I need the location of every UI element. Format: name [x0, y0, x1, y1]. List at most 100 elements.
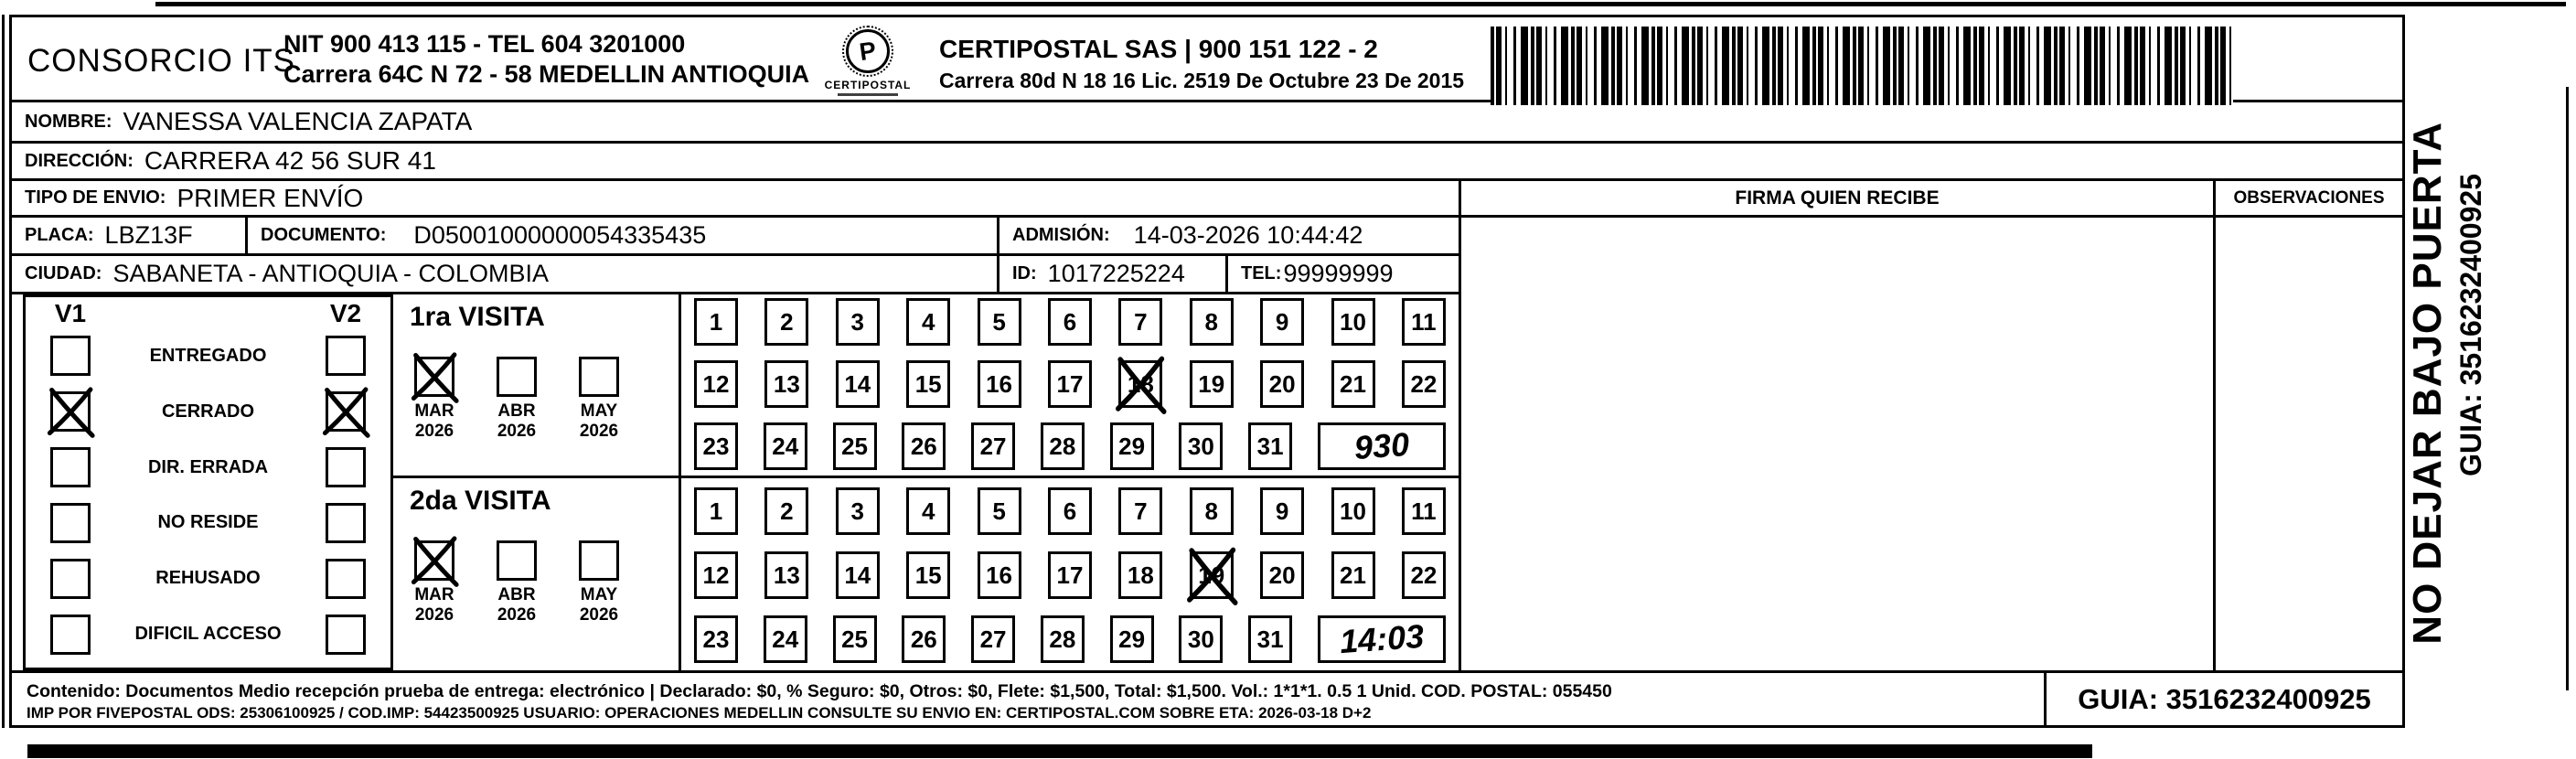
checkbox-v1-cerrado[interactable]	[47, 387, 95, 439]
visit-1-day-cell-16[interactable]: 16	[977, 360, 1021, 408]
checkbox-v2-no-reside[interactable]	[326, 502, 366, 543]
visit-2-day-cell-20[interactable]: 20	[1260, 551, 1305, 599]
day-number: 26	[910, 625, 937, 653]
visit-2-day-cell-29[interactable]: 29	[1109, 615, 1154, 663]
visit-2-day-cell-30[interactable]: 30	[1179, 615, 1224, 663]
visit-1-day-cell-13[interactable]: 13	[764, 360, 809, 408]
checkbox-v1-rehusado[interactable]	[50, 558, 91, 599]
visit-2-day-cell-2[interactable]: 2	[764, 487, 809, 535]
day-row: 23 24 25 26 27 28 29 30 31 14:03	[681, 615, 1459, 663]
visit-1-day-cell-17[interactable]: 17	[1047, 360, 1092, 408]
visit-1-day-cell-27[interactable]: 27	[971, 422, 1016, 470]
row-tipo-envio: TIPO DE ENVIO: PRIMER ENVÍO	[12, 181, 1459, 218]
day-number: 17	[1056, 561, 1084, 589]
visit-1-day-cell-15[interactable]: 15	[906, 360, 951, 408]
visit-2-day-cell-26[interactable]: 26	[902, 615, 946, 663]
stamp-tagline	[838, 93, 898, 96]
visit-2-day-cell-14[interactable]: 14	[835, 551, 880, 599]
visit-2-day-cell-21[interactable]: 21	[1331, 551, 1375, 599]
visit-2-day-cell-9[interactable]: 9	[1260, 487, 1305, 535]
visit-1-day-cell-11[interactable]: 11	[1401, 298, 1446, 346]
visit-1-day-cell-29[interactable]: 29	[1109, 422, 1154, 470]
scan-right-edge-line	[2566, 87, 2569, 690]
id-value: 1017225224	[1047, 260, 1185, 287]
day-row: 1 2 3 4 5 6 7 8 9 10 11	[681, 487, 1459, 535]
visit-2-day-cell-7[interactable]: 7	[1118, 487, 1163, 535]
checkbox-visit-2-abr-2026[interactable]	[497, 540, 537, 581]
visit-1-day-cell-22[interactable]: 22	[1401, 360, 1446, 408]
checkbox-visit-1-mar-2026[interactable]	[411, 352, 459, 403]
visit-1-day-cell-10[interactable]: 10	[1331, 298, 1375, 346]
visit-1-day-cell-9[interactable]: 9	[1260, 298, 1305, 346]
visit-1-day-cell-18[interactable]: 18	[1116, 356, 1167, 414]
visit-2-day-cell-6[interactable]: 6	[1047, 487, 1092, 535]
visit-2-day-cell-8[interactable]: 8	[1189, 487, 1234, 535]
visit-2-day-cell-28[interactable]: 28	[1040, 615, 1085, 663]
status-option-label: ENTREGADO	[149, 345, 267, 366]
visit-1-day-cell-6[interactable]: 6	[1047, 298, 1092, 346]
status-option-label: NO RESIDE	[157, 512, 259, 533]
visit-1-day-cell-21[interactable]: 21	[1331, 360, 1375, 408]
visit-1-day-cell-31[interactable]: 31	[1248, 422, 1293, 470]
checkbox-visit-2-mar-2026[interactable]	[411, 536, 459, 587]
day-number: 30	[1187, 432, 1214, 460]
visit-2-day-cell-4[interactable]: 4	[906, 487, 951, 535]
visit-1-day-cell-24[interactable]: 24	[763, 422, 807, 470]
checkbox-v1-dificil-acceso[interactable]	[50, 614, 91, 655]
visit-2-day-cell-31[interactable]: 31	[1248, 615, 1293, 663]
visit-2-day-cell-23[interactable]: 23	[694, 615, 738, 663]
visit-2-day-cell-19[interactable]: 19	[1186, 547, 1238, 605]
checkbox-v1-dir-errada[interactable]	[50, 447, 91, 488]
visit-2-day-cell-18[interactable]: 18	[1118, 551, 1163, 599]
visit-1-day-cell-25[interactable]: 25	[832, 422, 877, 470]
status-option-row-rehusado: REHUSADO	[26, 551, 390, 606]
visit-1-day-cell-8[interactable]: 8	[1189, 298, 1234, 346]
checkbox-v2-cerrado[interactable]	[322, 387, 370, 439]
visit-1-day-cell-20[interactable]: 20	[1260, 360, 1305, 408]
visit-2-day-cell-1[interactable]: 1	[694, 487, 738, 535]
visit-1-day-cell-30[interactable]: 30	[1179, 422, 1224, 470]
checkbox-visit-1-abr-2026[interactable]	[497, 357, 537, 397]
checkbox-v2-entregado[interactable]	[326, 336, 366, 377]
checkbox-visit-1-may-2026[interactable]	[579, 357, 619, 397]
checkbox-v2-rehusado[interactable]	[326, 558, 366, 599]
certipostal-stamp-icon: P CERTIPOSTAL	[822, 26, 914, 96]
visit-1-day-cell-19[interactable]: 19	[1189, 360, 1234, 408]
visit-2-handwritten-time-box: 14:03	[1317, 615, 1446, 663]
visit-1-day-cell-26[interactable]: 26	[902, 422, 946, 470]
visit-1-day-cell-14[interactable]: 14	[835, 360, 880, 408]
visit-2-day-cell-16[interactable]: 16	[977, 551, 1021, 599]
checkbox-v1-no-reside[interactable]	[50, 502, 91, 543]
visit-1-day-cell-5[interactable]: 5	[977, 298, 1021, 346]
visit-2-day-cell-25[interactable]: 25	[832, 615, 877, 663]
day-number: 7	[1134, 307, 1148, 336]
visit-2-day-cell-17[interactable]: 17	[1047, 551, 1092, 599]
day-number: 15	[914, 561, 942, 589]
checkbox-visit-2-may-2026[interactable]	[579, 540, 619, 581]
checkbox-v2-dir-errada[interactable]	[326, 447, 366, 488]
day-number: 15	[914, 369, 942, 398]
checkbox-v2-dificil-acceso[interactable]	[326, 614, 366, 655]
visit-2-day-cell-12[interactable]: 12	[694, 551, 738, 599]
visit-1-day-cell-7[interactable]: 7	[1118, 298, 1163, 346]
visit-1-day-cell-28[interactable]: 28	[1040, 422, 1085, 470]
visit-1-day-cell-4[interactable]: 4	[906, 298, 951, 346]
visit-2-day-cell-24[interactable]: 24	[763, 615, 807, 663]
visit-2-day-cell-13[interactable]: 13	[764, 551, 809, 599]
visit-1-day-cell-2[interactable]: 2	[764, 298, 809, 346]
day-number: 25	[841, 432, 868, 460]
status-option-row-entregado: ENTREGADO	[26, 328, 390, 384]
visit-1-day-cell-1[interactable]: 1	[694, 298, 738, 346]
visit-2-panel: 2da VISITA MAR 2026 ABR 2026 MAY 2026	[393, 478, 681, 670]
visit-2-day-cell-15[interactable]: 15	[906, 551, 951, 599]
visit-2-day-cell-11[interactable]: 11	[1401, 487, 1446, 535]
visit-1-day-cell-12[interactable]: 12	[694, 360, 738, 408]
visit-1-day-cell-23[interactable]: 23	[694, 422, 738, 470]
visit-2-day-cell-27[interactable]: 27	[971, 615, 1016, 663]
visit-2-day-cell-5[interactable]: 5	[977, 487, 1021, 535]
visit-1-day-cell-3[interactable]: 3	[835, 298, 880, 346]
visit-2-day-cell-10[interactable]: 10	[1331, 487, 1375, 535]
visit-2-day-cell-22[interactable]: 22	[1401, 551, 1446, 599]
visit-2-day-cell-3[interactable]: 3	[835, 487, 880, 535]
checkbox-v1-entregado[interactable]	[50, 336, 91, 377]
